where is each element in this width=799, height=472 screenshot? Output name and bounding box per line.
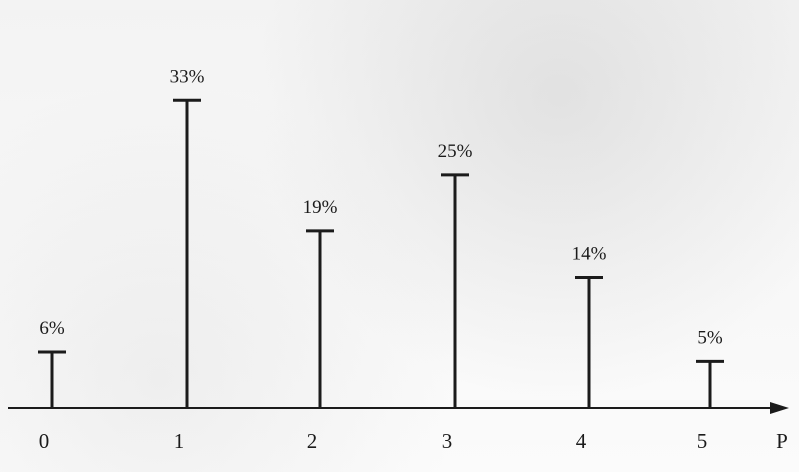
value-label-1: 33% (170, 66, 205, 87)
value-label-5: 5% (697, 327, 723, 348)
labels-layer: 6% 0 33% 1 19% 2 25% 3 14% 4 5% 5 P (39, 66, 788, 453)
x-tick-label-1: 1 (174, 429, 185, 453)
x-tick-label-4: 4 (576, 429, 587, 453)
x-tick-label-2: 2 (307, 429, 318, 453)
value-label-2: 19% (303, 197, 338, 218)
x-tick-label-5: 5 (697, 429, 708, 453)
x-axis-label: P (776, 429, 788, 453)
value-label-3: 25% (438, 141, 473, 162)
axis-layer (8, 402, 789, 414)
x-axis-arrowhead (770, 402, 789, 414)
bars-layer (38, 98, 724, 408)
value-label-4: 14% (572, 243, 607, 264)
x-tick-label-0: 0 (39, 429, 50, 453)
x-tick-label-3: 3 (442, 429, 453, 453)
value-label-0: 6% (39, 318, 65, 339)
